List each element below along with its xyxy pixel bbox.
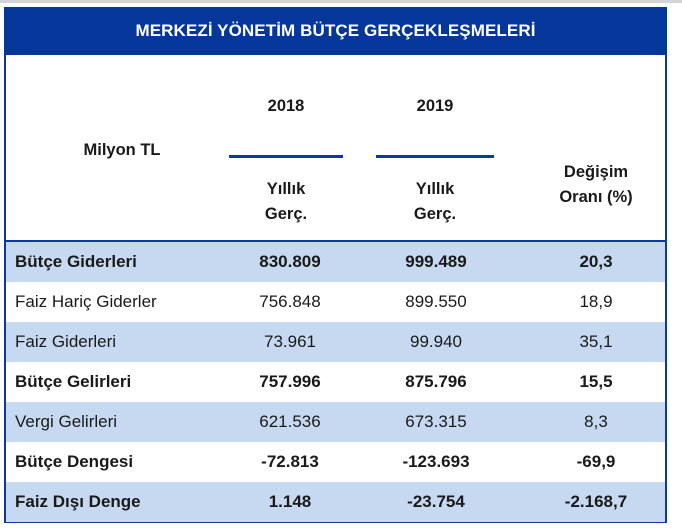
value-2019: 673.315 (405, 412, 467, 431)
value-2019: -23.754 (407, 492, 465, 511)
value-2018: -72.813 (261, 452, 319, 471)
value-2019: -123.693 (402, 452, 470, 471)
year-2018-header: 2018 (267, 97, 305, 115)
table-row: Faiz Giderleri 73.961 99.940 35,1 (6, 322, 665, 362)
row-label: Faiz Hariç Giderler (15, 292, 157, 311)
year-2019-underline (376, 155, 494, 158)
table-title: MERKEZİ YÖNETİM BÜTÇE GERÇEKLEŞMELERİ (4, 7, 667, 55)
year-2018-underline (229, 155, 343, 158)
value-2018: 830.809 (259, 252, 321, 271)
table-row: Bütçe Giderleri 830.809 999.489 20,3 (6, 242, 665, 282)
sub-2018-line2: Gerç. (264, 205, 308, 223)
budget-table: MERKEZİ YÖNETİM BÜTÇE GERÇEKLEŞMELERİ Mi… (4, 7, 667, 523)
sub-2019-line1: Yıllık (415, 180, 455, 198)
change-rate-line1: Değişim (563, 163, 629, 181)
header-separator (6, 240, 665, 242)
change-rate: -2.168,7 (564, 492, 628, 511)
row-label: Faiz Dışı Denge (15, 492, 141, 511)
value-2018: 1.148 (268, 492, 312, 511)
change-rate: 35,1 (579, 332, 613, 351)
sub-2018-line1: Yıllık (266, 180, 306, 198)
row-label: Bütçe Dengesi (15, 452, 134, 471)
value-2018: 621.536 (259, 412, 321, 431)
table-row: Faiz Dışı Denge 1.148 -23.754 -2.168,7 (6, 482, 665, 522)
change-rate: 20,3 (579, 252, 613, 271)
change-rate: -69,9 (576, 452, 616, 471)
value-2018: 757.996 (259, 372, 321, 391)
value-2018: 756.848 (259, 292, 321, 311)
row-label: Vergi Gelirleri (15, 412, 118, 431)
table-row: Vergi Gelirleri 621.536 673.315 8,3 (6, 402, 665, 442)
table-row: Faiz Hariç Giderler 756.848 899.550 18,9 (6, 282, 665, 322)
sub-2019-header: Yıllık Gerç. (376, 177, 494, 227)
change-rate: 18,9 (579, 292, 613, 311)
change-rate-line2: Oranı (%) (559, 188, 633, 206)
change-rate: 8,3 (584, 412, 608, 431)
row-label: Faiz Giderleri (15, 332, 117, 351)
sub-2018-header: Yıllık Gerç. (229, 177, 343, 227)
row-label: Bütçe Gelirleri (15, 372, 132, 391)
row-label: Bütçe Giderleri (15, 252, 137, 271)
sub-2019-line2: Gerç. (413, 205, 457, 223)
value-2018: 73.961 (264, 332, 316, 351)
value-2019: 899.550 (405, 292, 467, 311)
table-row: Bütçe Gelirleri 757.996 875.796 15,5 (6, 362, 665, 402)
top-divider (0, 0, 682, 3)
unit-label: Milyon TL (83, 141, 161, 159)
year-2019-header: 2019 (416, 97, 454, 115)
change-rate-header: Değişim Oranı (%) (534, 160, 658, 210)
value-2019: 875.796 (405, 372, 467, 391)
change-rate: 15,5 (579, 372, 613, 391)
value-2019: 999.489 (405, 252, 467, 271)
table-row: Bütçe Dengesi -72.813 -123.693 -69,9 (6, 442, 665, 482)
value-2019: 99.940 (410, 332, 462, 351)
